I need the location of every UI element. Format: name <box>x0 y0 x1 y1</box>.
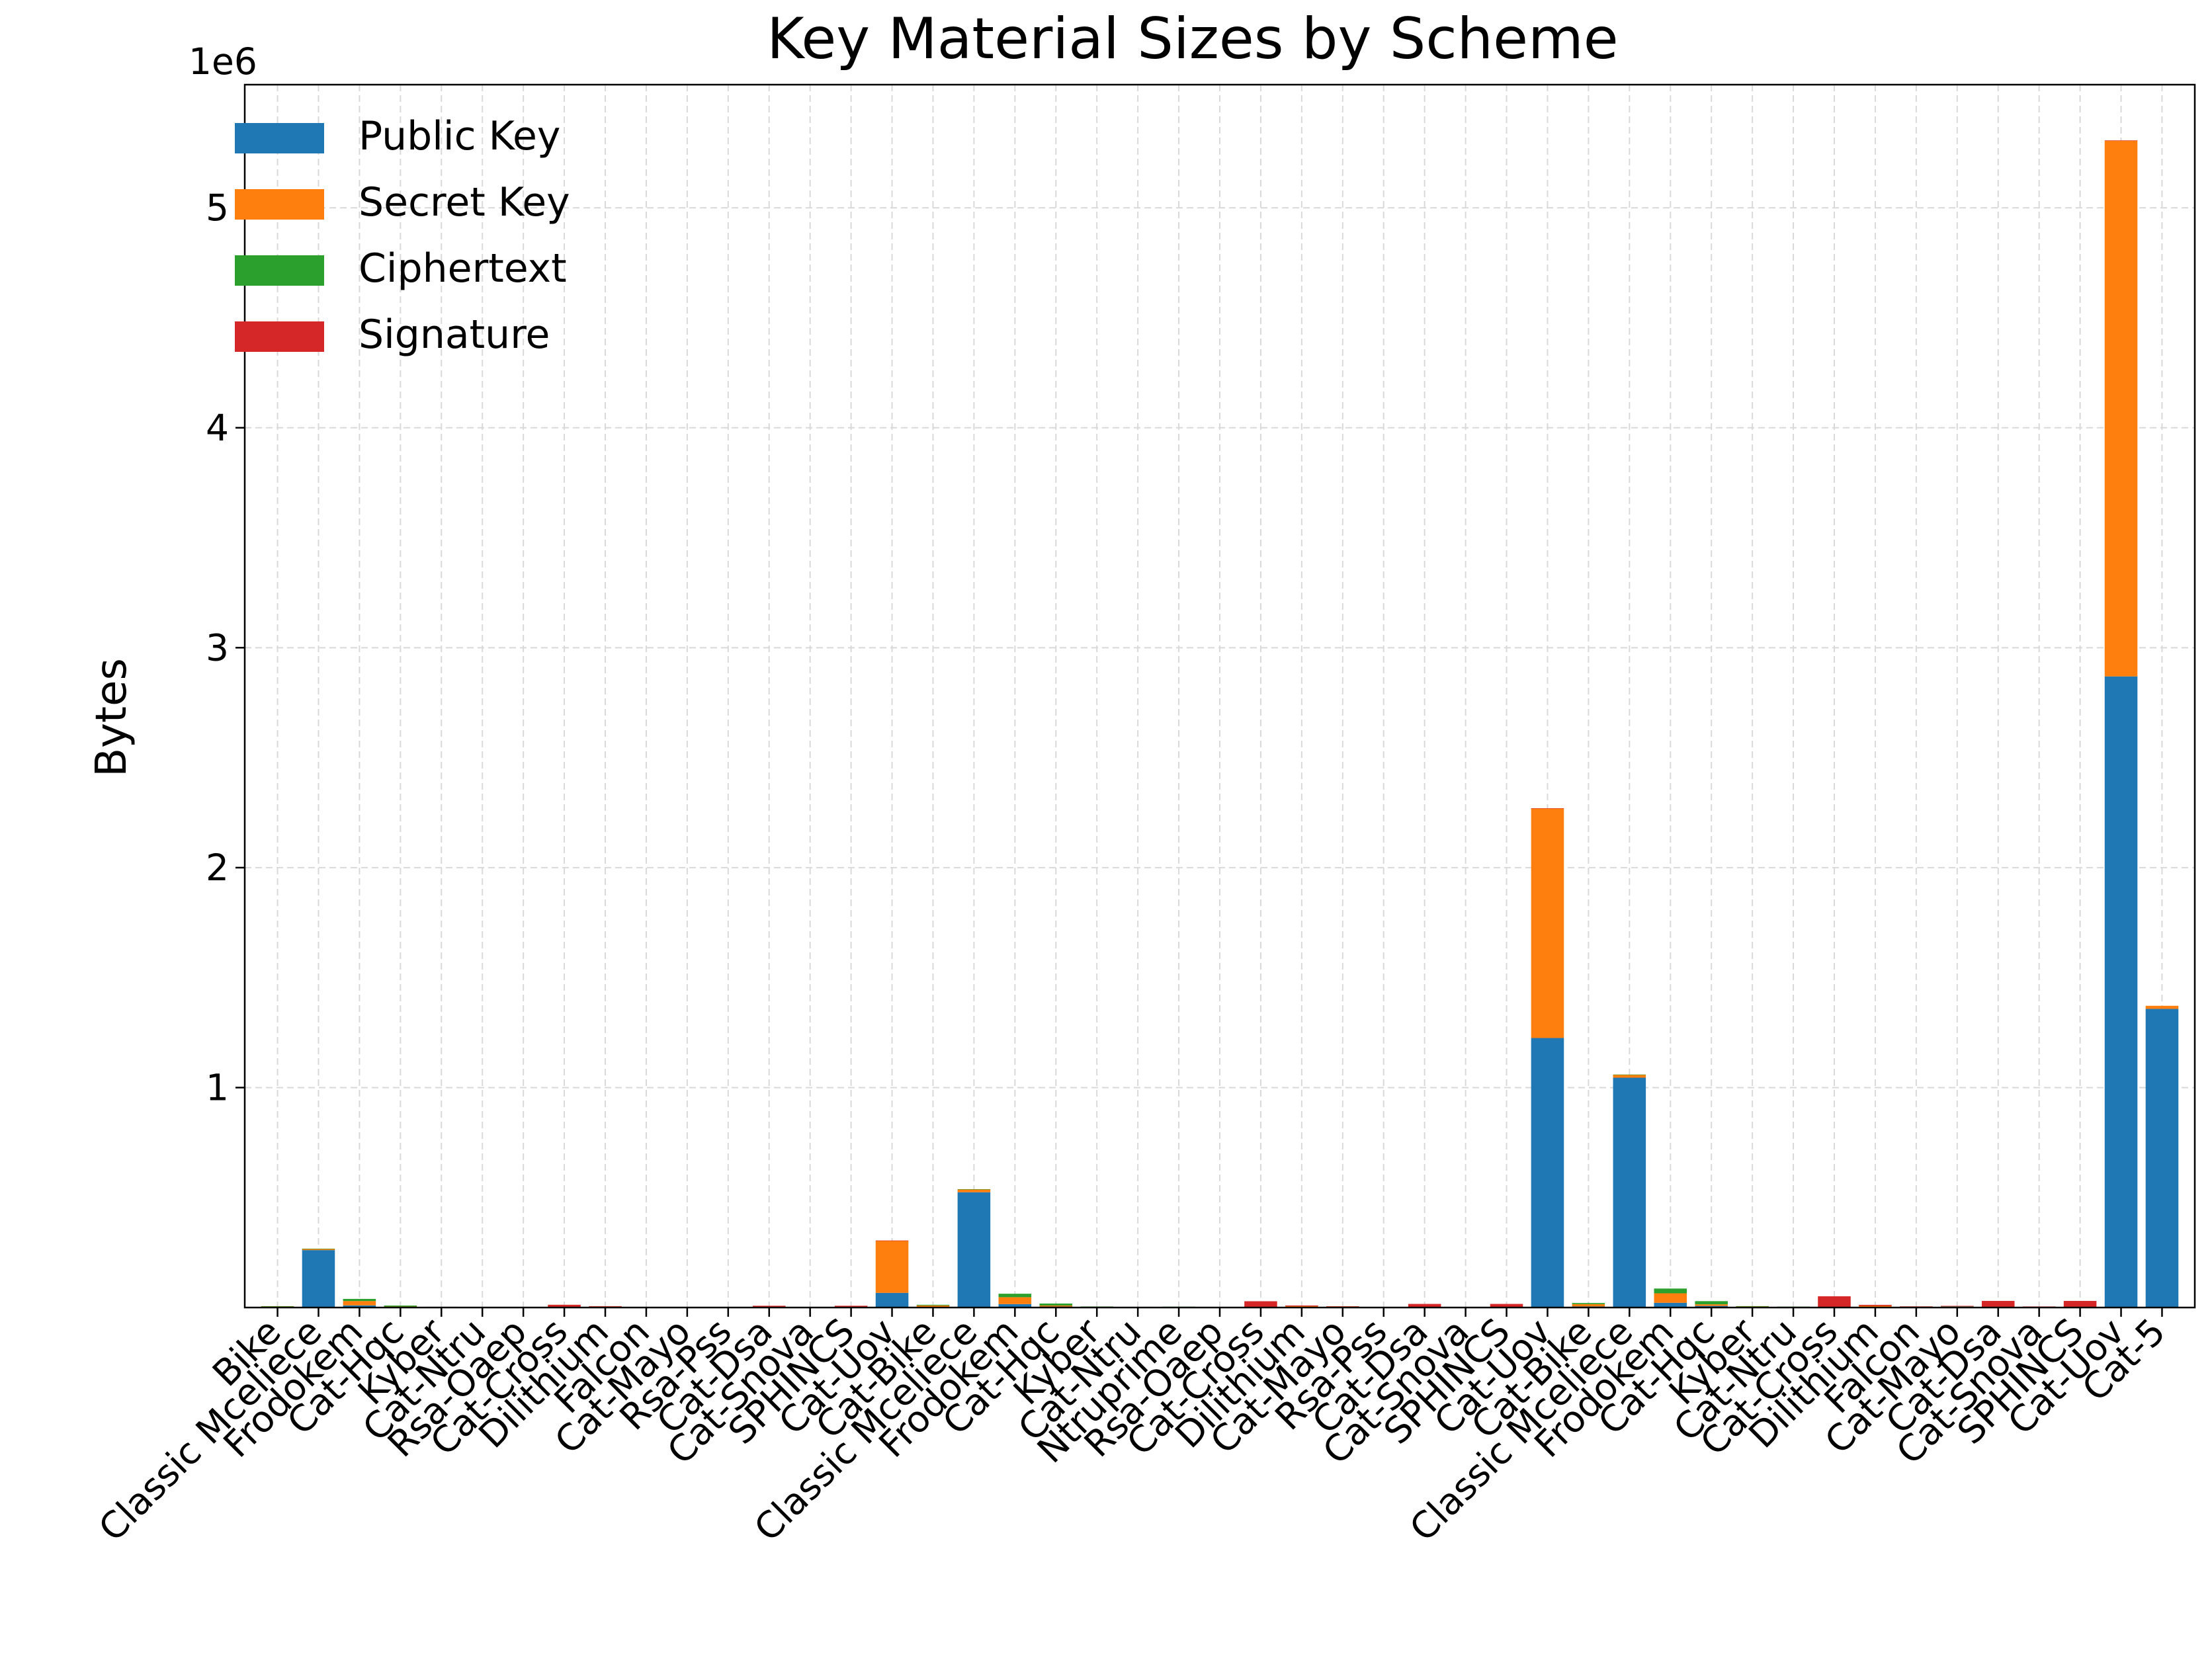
bar-signature <box>1531 808 1564 809</box>
bar-public-key <box>302 1250 335 1308</box>
bar-secret-key <box>302 1249 335 1251</box>
y-tick-label: 4 <box>206 407 229 449</box>
bar-signature <box>1900 1306 1933 1307</box>
bar-secret-key <box>1941 1306 1974 1307</box>
bar-secret-key <box>1654 1293 1687 1303</box>
y-tick-label: 5 <box>206 187 229 229</box>
bar-secret-key <box>875 1240 909 1293</box>
bar-signature <box>2104 140 2138 141</box>
bar-secret-key <box>343 1301 376 1306</box>
bar-signature <box>1408 1304 1441 1308</box>
bar-signature <box>2022 1306 2056 1308</box>
bar-secret-key <box>1572 1304 1605 1307</box>
bar-public-key <box>1531 1038 1564 1308</box>
legend-label-ciphertext: Ciphertext <box>359 245 567 292</box>
bar-signature <box>589 1306 622 1307</box>
y-tick-label: 2 <box>206 847 229 889</box>
bar-public-key <box>875 1292 909 1308</box>
legend-swatch-ciphertext <box>235 255 324 286</box>
bar-ciphertext <box>1695 1301 1728 1305</box>
y-axis: 1 2 3 4 5 <box>206 187 245 1108</box>
bar-public-key <box>998 1304 1032 1308</box>
bar-secret-key <box>916 1305 950 1307</box>
bar-ciphertext <box>916 1304 950 1306</box>
bar-signature <box>1326 1306 1359 1307</box>
bar-secret-key <box>1531 808 1564 1038</box>
legend-swatch-secret-key <box>235 189 324 220</box>
bar-ciphertext <box>1654 1288 1687 1294</box>
y-tick-label: 3 <box>206 626 229 669</box>
bar-signature <box>1818 1296 1851 1308</box>
bar-public-key <box>1613 1077 1646 1308</box>
legend-swatch-signature <box>235 321 324 352</box>
bar-ciphertext <box>1080 1306 1113 1308</box>
y-axis-offset-label: 1e6 <box>189 40 257 83</box>
bar-public-key <box>957 1192 991 1308</box>
bar-secret-key <box>1039 1305 1073 1307</box>
legend: Public Key Secret Key Ciphertext Signature <box>235 113 570 358</box>
bar-public-key <box>343 1305 376 1308</box>
y-tick-label: 1 <box>206 1066 229 1108</box>
bar-signature <box>1981 1301 2015 1308</box>
bar-ciphertext <box>998 1294 1032 1298</box>
bar-ciphertext <box>261 1306 294 1307</box>
legend-swatch-public-key <box>235 123 324 153</box>
legend-label-signature: Signature <box>359 312 550 358</box>
bar-secret-key <box>1613 1074 1646 1078</box>
bar-ciphertext <box>957 1189 991 1190</box>
bar-secret-key <box>1695 1304 1728 1306</box>
bar-signature <box>1244 1301 1277 1308</box>
bar-ciphertext <box>1572 1303 1605 1304</box>
bar-secret-key <box>1285 1306 1318 1308</box>
bar-secret-key <box>1859 1306 1892 1308</box>
y-axis-label: Bytes <box>87 658 136 777</box>
bar-secret-key <box>2104 140 2138 677</box>
bars <box>261 140 2179 1308</box>
bar-ciphertext <box>1039 1303 1073 1306</box>
bar-signature <box>2063 1301 2097 1308</box>
bar-public-key <box>1654 1302 1687 1308</box>
bar-signature <box>834 1306 868 1308</box>
bar-signature <box>548 1304 581 1308</box>
legend-label-public-key: Public Key <box>359 113 560 159</box>
bar-secret-key <box>957 1189 991 1192</box>
bar-signature <box>1859 1304 1892 1306</box>
bar-secret-key <box>2145 1005 2179 1009</box>
bar-public-key <box>2104 676 2138 1308</box>
grid <box>245 85 2195 1308</box>
bar-ciphertext <box>1736 1306 1769 1307</box>
bar-public-key <box>2145 1009 2179 1308</box>
bar-signature <box>752 1306 786 1308</box>
bar-signature <box>1490 1304 1523 1308</box>
chart-title: Key Material Sizes by Scheme <box>767 6 1618 72</box>
bar-ciphertext <box>343 1298 376 1302</box>
legend-label-secret-key: Secret Key <box>359 179 570 226</box>
bar-secret-key <box>998 1297 1032 1304</box>
